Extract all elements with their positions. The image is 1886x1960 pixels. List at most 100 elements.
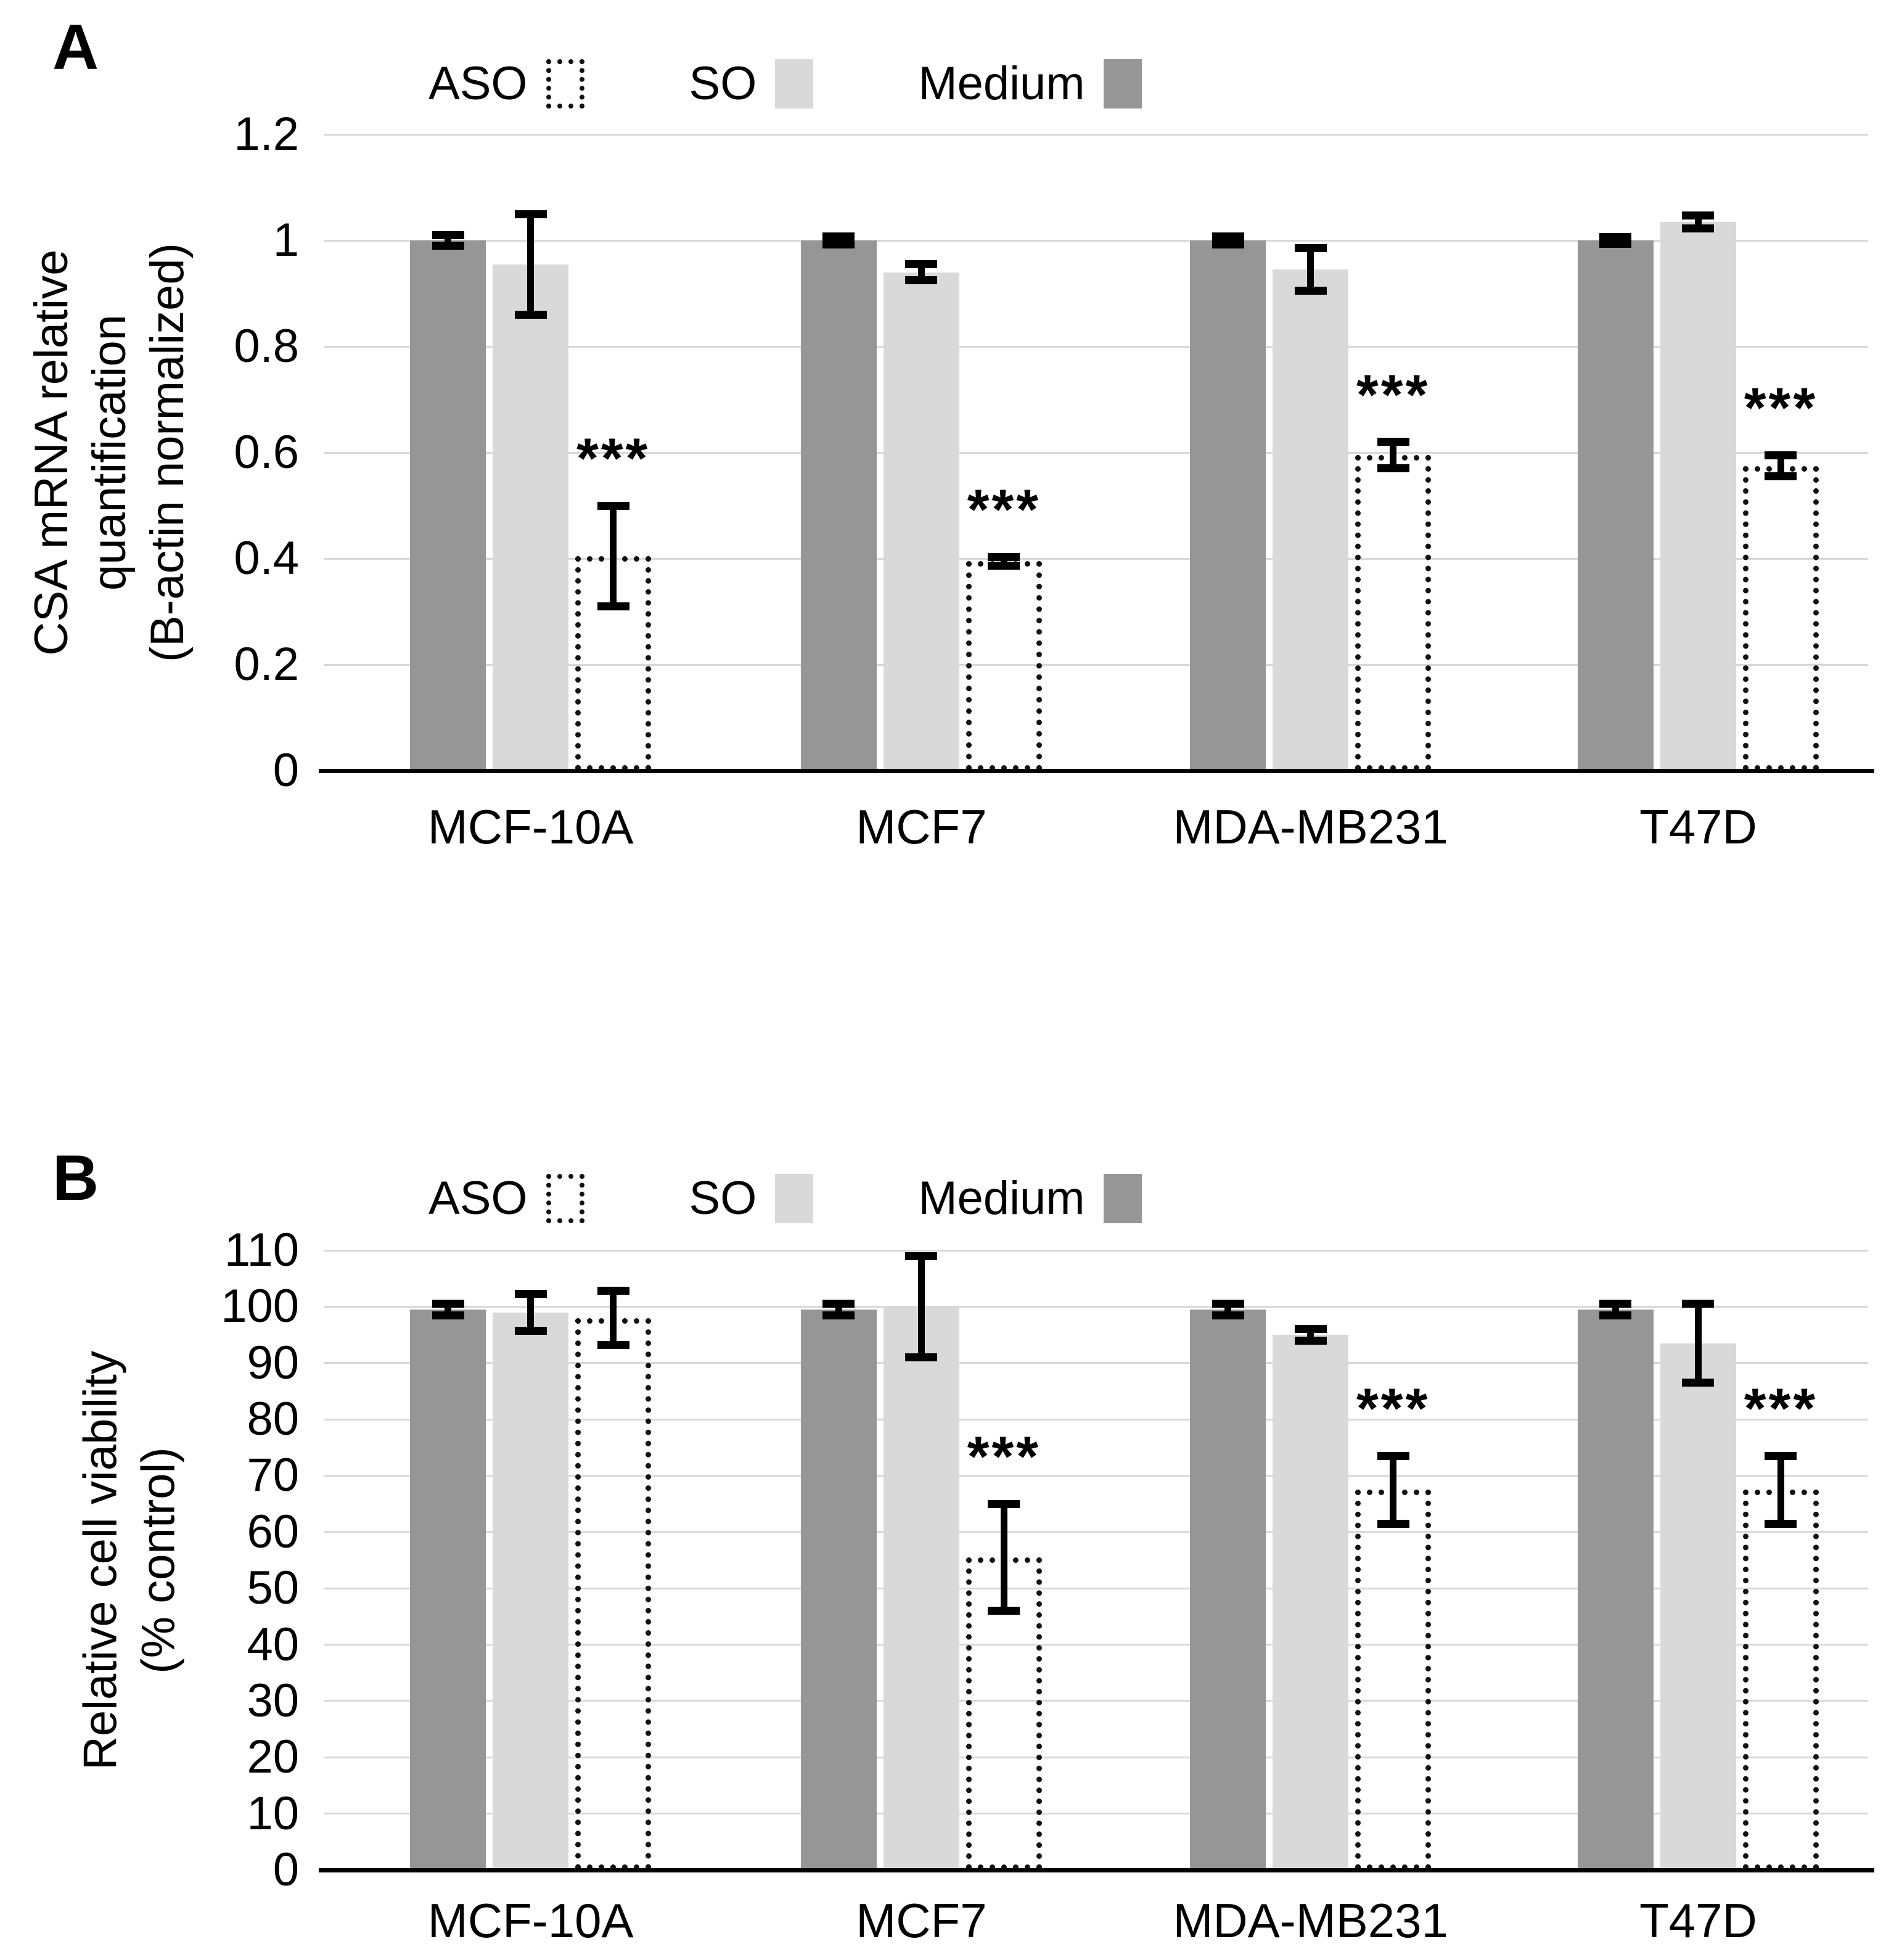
x-axis-line (319, 1868, 1874, 1872)
significance-stars-t47d: *** (1744, 377, 1818, 440)
panel-letter-b: B (52, 1142, 99, 1214)
error-bar-cap-bottom-medium-mcf-10a (432, 242, 464, 250)
error-bar-cap-top-so-mcf-10a (514, 1289, 547, 1298)
error-bar-cap-top-so-mcf7 (905, 260, 938, 269)
gridline (324, 1700, 1868, 1702)
error-bar-cap-top-aso-mcf7 (988, 552, 1020, 561)
y-tick-label: 0.2 (234, 638, 299, 691)
gridline (324, 1362, 1868, 1364)
significance-stars-mcf7: *** (967, 1425, 1041, 1489)
legend-item-aso: ASO (428, 57, 584, 110)
gridline (324, 345, 1868, 348)
gridline (324, 1813, 1868, 1815)
error-bar-line-aso-mcf-10a (610, 506, 617, 607)
error-bar-cap-top-aso-t47d (1765, 451, 1797, 459)
x-category-label-mda-mb231: MDA-MB231 (1173, 800, 1448, 854)
error-bar-cap-top-so-mcf-10a (514, 210, 547, 218)
legend-label: Medium (918, 57, 1085, 110)
gridline (324, 1474, 1868, 1477)
legend-label: SO (689, 1172, 757, 1224)
error-bar-cap-bottom-medium-t47d (1599, 239, 1632, 248)
bar-so-mcf7 (883, 1306, 959, 1870)
error-bar-line-aso-mda-mb231 (1390, 441, 1397, 469)
x-axis-line (319, 769, 1874, 773)
significance-stars-t47d: *** (1744, 1377, 1818, 1441)
bar-aso-mda-mb231 (1355, 455, 1432, 771)
x-category-label-mda-mb231: MDA-MB231 (1173, 1893, 1448, 1948)
error-bar-line-so-mcf-10a (527, 1294, 535, 1331)
error-bar-line-so-mcf-10a (527, 214, 535, 315)
y-tick-label: 110 (224, 1224, 299, 1276)
error-bar-line-aso-mcf-10a (610, 1290, 617, 1345)
legend-swatch-so (775, 59, 814, 109)
x-category-label-mcf7: MCF7 (856, 800, 987, 854)
bar-medium-t47d (1577, 1309, 1654, 1870)
gridline (324, 133, 1868, 136)
error-bar-cap-bottom-so-mda-mb231 (1294, 287, 1327, 295)
error-bar-line-aso-mcf7 (1000, 1504, 1007, 1611)
gridline (324, 1418, 1868, 1421)
y-tick-label: 10 (247, 1787, 299, 1840)
error-bar-line-medium-mda-mb231 (1224, 1303, 1232, 1316)
y-axis-label-line: (B-actin normalized) (141, 243, 194, 662)
error-bar-cap-bottom-aso-t47d (1765, 472, 1797, 481)
bar-medium-mcf7 (800, 1309, 877, 1870)
bar-so-mcf7 (883, 272, 959, 771)
error-bar-cap-bottom-aso-t47d (1765, 1519, 1797, 1528)
x-category-label-mcf-10a: MCF-10A (427, 800, 634, 854)
legend-item-so: SO (689, 1171, 814, 1225)
gridline (324, 1587, 1868, 1589)
error-bar-cap-bottom-aso-mcf-10a (597, 1340, 629, 1349)
error-bar-cap-top-so-t47d (1682, 1300, 1715, 1308)
significance-stars-mda-mb231: *** (1356, 1377, 1430, 1441)
error-bar-cap-top-so-mda-mb231 (1294, 244, 1327, 253)
error-bar-cap-top-medium-mcf-10a (432, 231, 464, 239)
y-tick-label: 1.2 (234, 108, 299, 160)
error-bar-cap-bottom-so-mcf-10a (514, 1327, 547, 1335)
error-bar-cap-top-medium-mcf7 (822, 1300, 855, 1308)
bar-aso-mcf-10a (575, 1318, 652, 1870)
error-bar-cap-top-medium-mcf7 (822, 232, 855, 240)
gridline (324, 1644, 1868, 1646)
error-bar-cap-top-medium-t47d (1599, 1300, 1632, 1308)
error-bar-line-so-mcf7 (917, 1256, 925, 1358)
error-bar-line-aso-mcf7 (1000, 557, 1007, 566)
gridline (324, 1249, 1868, 1252)
legend-panel-a: ASO SO Medium (428, 57, 1142, 110)
gridline (324, 239, 1868, 242)
error-bar-line-aso-mda-mb231 (1390, 1456, 1397, 1524)
error-bar-cap-top-aso-mda-mb231 (1377, 1451, 1409, 1460)
legend-item-medium: Medium (918, 1171, 1142, 1225)
error-bar-cap-top-aso-mda-mb231 (1377, 438, 1409, 446)
error-bar-line-medium-mcf7 (835, 1303, 842, 1316)
error-bar-line-aso-t47d (1777, 455, 1784, 477)
gridline (324, 1531, 1868, 1533)
gridline (324, 1305, 1868, 1308)
y-tick-label: 0 (273, 744, 299, 797)
bar-medium-mda-mb231 (1190, 240, 1266, 771)
error-bar-cap-bottom-medium-mcf-10a (432, 1311, 464, 1319)
error-bar-cap-top-so-mda-mb231 (1294, 1325, 1327, 1334)
error-bar-cap-top-medium-t47d (1599, 233, 1632, 242)
legend-swatch-so (775, 1173, 814, 1223)
error-bar-cap-bottom-medium-mcf7 (822, 1311, 855, 1319)
error-bar-cap-bottom-medium-mcf7 (822, 240, 855, 249)
legend-swatch-medium (1103, 1173, 1142, 1223)
significance-stars-mcf-10a: *** (576, 427, 650, 490)
y-tick-label: 20 (247, 1731, 299, 1784)
error-bar-cap-bottom-aso-mcf-10a (597, 602, 629, 610)
y-axis-label: Relative cell viability (% control) (72, 1250, 187, 1870)
legend-label: ASO (428, 57, 528, 110)
gridline (324, 451, 1868, 454)
legend-item-medium: Medium (918, 57, 1142, 110)
error-bar-line-aso-t47d (1777, 1456, 1784, 1524)
y-axis-label-line: CSA mRNA relative (25, 249, 78, 656)
y-tick-label: 80 (247, 1393, 299, 1446)
error-bar-cap-bottom-medium-mda-mb231 (1212, 1311, 1244, 1319)
x-category-label-t47d: T47D (1639, 800, 1757, 854)
error-bar-cap-bottom-so-mda-mb231 (1294, 1336, 1327, 1345)
y-tick-label: 70 (247, 1449, 299, 1502)
error-bar-cap-top-medium-mcf-10a (432, 1300, 464, 1308)
error-bar-line-so-mda-mb231 (1307, 1329, 1314, 1341)
